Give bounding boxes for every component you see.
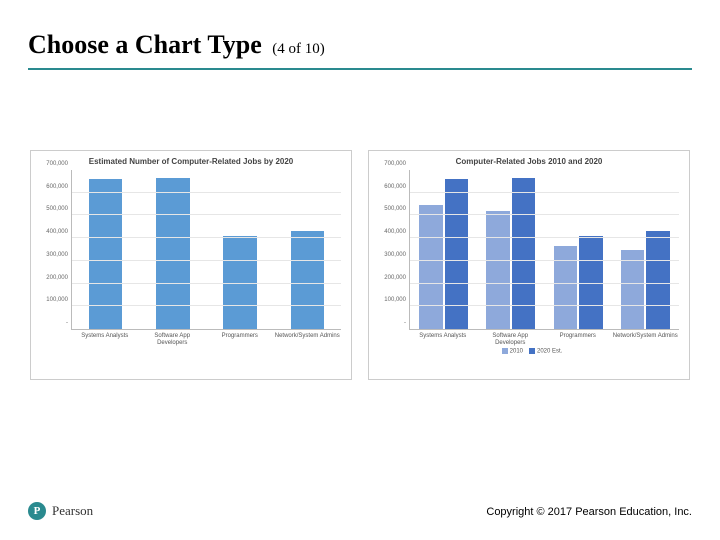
bar	[445, 179, 469, 329]
title-main: Choose a Chart Type	[28, 30, 262, 59]
bar	[291, 231, 325, 329]
xlabel: Programmers	[544, 330, 612, 346]
bar	[554, 246, 578, 329]
ytick-label: 100,000	[376, 297, 406, 303]
gridline	[72, 192, 341, 193]
gridline	[410, 260, 679, 261]
gridline	[410, 237, 679, 238]
pearson-logo: P Pearson	[28, 502, 93, 520]
bar	[156, 178, 190, 329]
bar	[621, 250, 645, 330]
logo-text: Pearson	[52, 503, 93, 519]
ytick-label: 300,000	[376, 252, 406, 258]
chart-right-title: Computer-Related Jobs 2010 and 2020	[375, 157, 683, 166]
ytick-label: 700,000	[376, 161, 406, 167]
chart-right-plot: -100,000200,000300,000400,000500,000600,…	[409, 170, 679, 330]
legend-label: 2010	[510, 349, 523, 355]
ytick-label: 300,000	[38, 252, 68, 258]
charts-row: Estimated Number of Computer-Related Job…	[30, 150, 690, 380]
chart-left-title: Estimated Number of Computer-Related Job…	[37, 157, 345, 166]
ytick-label: -	[376, 320, 406, 326]
chart-left-plot: -100,000200,000300,000400,000500,000600,…	[71, 170, 341, 330]
gridline	[72, 214, 341, 215]
chart-left-xaxis: Systems AnalystsSoftware App DevelopersP…	[71, 330, 341, 346]
legend-swatch	[529, 348, 535, 354]
xlabel: Programmers	[206, 330, 274, 346]
chart-right-legend: 2010 2020 Est.	[375, 348, 683, 355]
xlabel: Software App Developers	[477, 330, 545, 346]
bar	[419, 205, 443, 329]
ytick-label: 100,000	[38, 297, 68, 303]
ytick-label: 400,000	[38, 229, 68, 235]
chart-left: Estimated Number of Computer-Related Job…	[30, 150, 352, 380]
ytick-label: 700,000	[38, 161, 68, 167]
gridline	[410, 305, 679, 306]
chart-right: Computer-Related Jobs 2010 and 2020 -100…	[368, 150, 690, 380]
bar	[486, 211, 510, 329]
chart-right-xaxis: Systems AnalystsSoftware App DevelopersP…	[409, 330, 679, 346]
gridline	[410, 214, 679, 215]
ytick-label: 200,000	[376, 275, 406, 281]
legend-swatch	[502, 348, 508, 354]
gridline	[410, 283, 679, 284]
ytick-label: 400,000	[376, 229, 406, 235]
bar	[512, 178, 536, 329]
logo-p-icon: P	[28, 502, 46, 520]
ytick-label: 500,000	[38, 206, 68, 212]
ytick-label: 200,000	[38, 275, 68, 281]
slide-title: Choose a Chart Type (4 of 10)	[28, 30, 325, 60]
xlabel: Systems Analysts	[71, 330, 139, 346]
gridline	[72, 237, 341, 238]
gridline	[72, 260, 341, 261]
ytick-label: -	[38, 320, 68, 326]
copyright-text: Copyright © 2017 Pearson Education, Inc.	[486, 506, 692, 518]
bar	[89, 179, 123, 329]
ytick-label: 600,000	[376, 184, 406, 190]
title-sub: (4 of 10)	[272, 41, 325, 57]
bar	[646, 231, 670, 329]
legend-label: 2020 Est.	[537, 349, 562, 355]
title-underline	[28, 68, 692, 70]
xlabel: Systems Analysts	[409, 330, 477, 346]
ytick-label: 500,000	[376, 206, 406, 212]
gridline	[72, 283, 341, 284]
xlabel: Network/System Admins	[274, 330, 342, 346]
ytick-label: 600,000	[38, 184, 68, 190]
xlabel: Network/System Admins	[612, 330, 680, 346]
gridline	[410, 192, 679, 193]
gridline	[72, 305, 341, 306]
xlabel: Software App Developers	[139, 330, 207, 346]
